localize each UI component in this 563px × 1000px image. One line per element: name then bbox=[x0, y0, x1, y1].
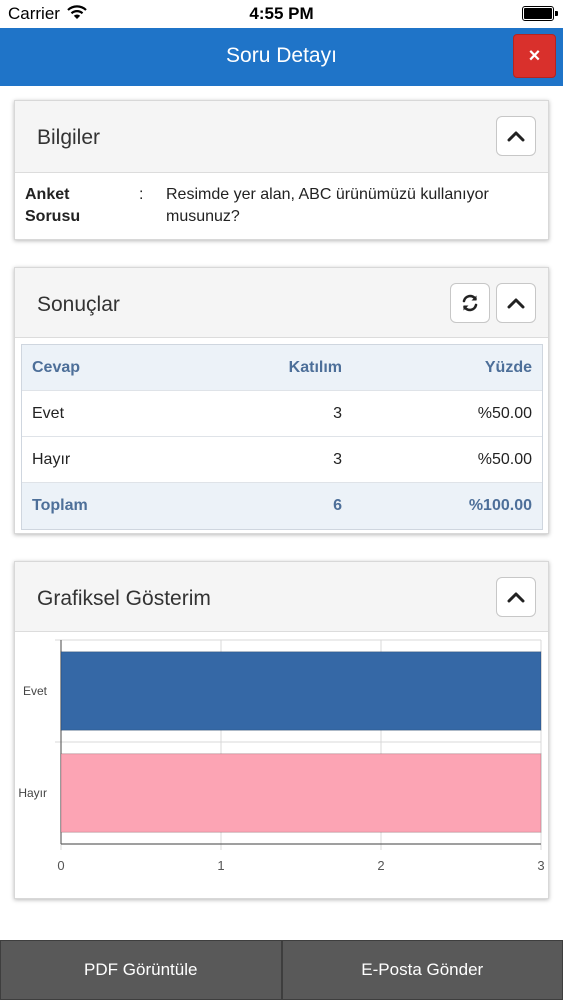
email-send-button[interactable]: E-Posta Gönder bbox=[281, 940, 563, 1000]
results-panel: Sonuçlar Cevap Katılım Yüzde Evet 3 %50.… bbox=[14, 267, 549, 534]
bar bbox=[60, 651, 542, 731]
answer-cell: Hayır bbox=[32, 450, 71, 468]
status-bar: Carrier 4:55 PM bbox=[0, 0, 563, 28]
column-header-percent: Yüzde bbox=[484, 358, 532, 376]
chart-panel-title: Grafiksel Gösterim bbox=[37, 587, 211, 610]
results-panel-title: Sonuçlar bbox=[37, 293, 120, 316]
x-tick-label: 3 bbox=[537, 858, 544, 873]
x-tick-label: 0 bbox=[57, 858, 64, 873]
total-count: 6 bbox=[333, 497, 342, 514]
answer-cell: Evet bbox=[32, 404, 65, 422]
x-tick-label: 1 bbox=[217, 858, 224, 873]
column-header-participation: Katılım bbox=[288, 358, 342, 376]
carrier-label: Carrier bbox=[8, 4, 60, 23]
count-cell: 3 bbox=[333, 404, 342, 422]
y-tick-label: Evet bbox=[23, 684, 48, 698]
status-time: 4:55 PM bbox=[249, 4, 314, 23]
chevron-up-icon bbox=[507, 592, 525, 603]
count-cell: 3 bbox=[333, 450, 342, 468]
bar-chart: 0 1 2 3 Evet Hayır bbox=[18, 639, 545, 873]
results-panel-header: Sonuçlar bbox=[15, 268, 548, 338]
footer-toolbar: PDF Görüntüle E-Posta Gönder bbox=[0, 940, 563, 1000]
bar bbox=[60, 753, 542, 833]
info-panel-header: Bilgiler bbox=[15, 101, 548, 173]
table-row: Evet 3 %50.00 bbox=[22, 391, 542, 437]
question-colon: : bbox=[139, 186, 144, 203]
percent-cell: %50.00 bbox=[477, 404, 532, 422]
navigation-bar: Soru Detayı × bbox=[0, 28, 563, 86]
chevron-up-icon bbox=[507, 131, 525, 142]
total-percent: %100.00 bbox=[468, 497, 532, 514]
table-total-row: Toplam 6 %100.00 bbox=[22, 483, 542, 529]
page-title: Soru Detayı bbox=[226, 44, 337, 67]
total-label: Toplam bbox=[32, 497, 88, 514]
refresh-button[interactable] bbox=[450, 283, 490, 323]
chart-collapse-button[interactable] bbox=[496, 577, 536, 617]
question-label: Anket Sorusu bbox=[25, 186, 81, 225]
results-table: Cevap Katılım Yüzde Evet 3 %50.00 Hayır … bbox=[21, 344, 543, 530]
chart-panel: Grafiksel Gösterim 0 1 2 3 Evet Hayır bbox=[14, 561, 549, 899]
table-header-row: Cevap Katılım Yüzde bbox=[22, 345, 542, 391]
close-button[interactable]: × bbox=[513, 34, 556, 78]
question-text: Resimde yer alan, ABC ürünümüzü kullanıy… bbox=[166, 186, 489, 225]
percent-cell: %50.00 bbox=[477, 450, 532, 468]
battery-icon bbox=[522, 6, 558, 21]
pdf-view-button[interactable]: PDF Görüntüle bbox=[0, 940, 282, 1000]
info-collapse-button[interactable] bbox=[496, 116, 536, 156]
table-row: Hayır 3 %50.00 bbox=[22, 437, 542, 483]
chart-panel-header: Grafiksel Gösterim bbox=[15, 562, 548, 632]
info-panel: Bilgiler Anket Sorusu : Resimde yer alan… bbox=[14, 100, 549, 240]
column-header-answer: Cevap bbox=[32, 358, 81, 376]
refresh-icon bbox=[462, 294, 478, 312]
y-tick-label: Hayır bbox=[18, 786, 47, 800]
info-panel-title: Bilgiler bbox=[37, 126, 101, 149]
chevron-up-icon bbox=[507, 298, 525, 309]
results-collapse-button[interactable] bbox=[496, 283, 536, 323]
wifi-icon bbox=[67, 5, 87, 19]
x-tick-label: 2 bbox=[377, 858, 384, 873]
